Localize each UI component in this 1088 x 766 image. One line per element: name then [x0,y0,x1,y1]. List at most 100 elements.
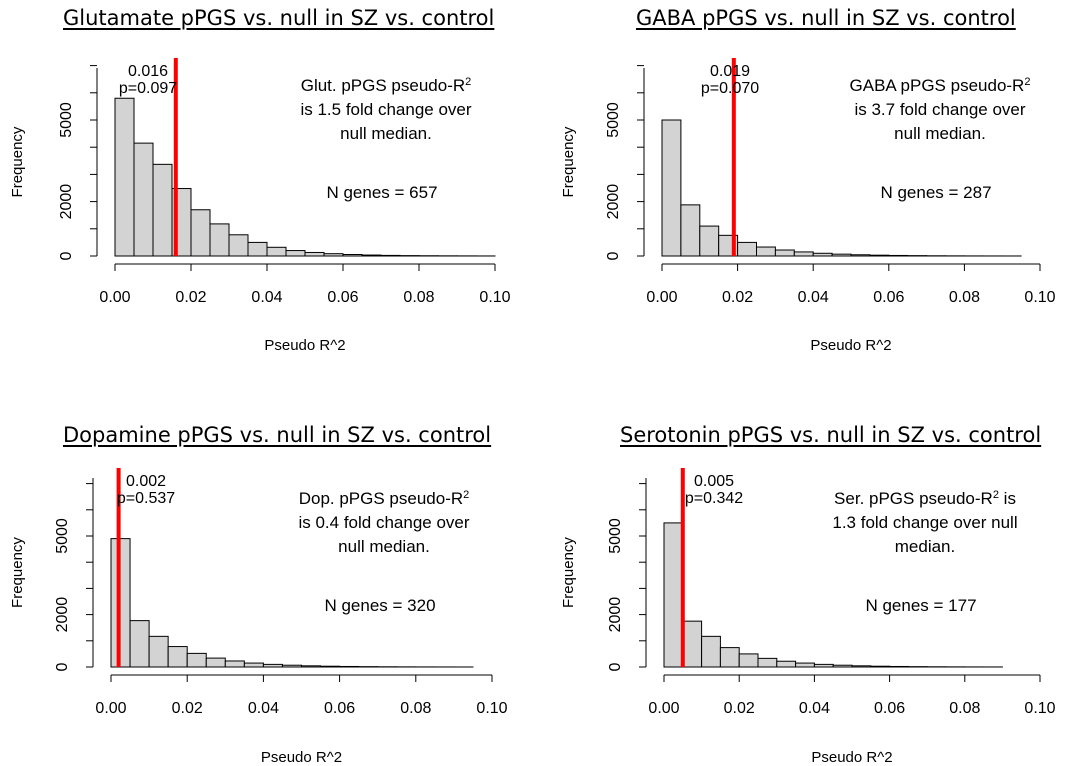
x-tick-label: 0.00 [646,289,677,306]
histogram-bar [889,665,909,668]
x-tick-label: 0.02 [724,700,755,717]
y-tick-label: 2000 [58,184,75,220]
histogram-bar [680,204,701,257]
x-tick-label: 0.10 [1024,700,1055,717]
y-tick-label: 2000 [607,597,624,633]
x-tick-label: 0.10 [1024,289,1055,306]
histogram-bar [380,254,401,257]
annotation-line-1: Glut. pPGS pseudo-R2 [301,76,472,95]
histogram-bar [133,142,154,257]
histogram-bar [776,660,797,668]
x-tick-label: 0.00 [648,700,679,717]
histogram-bar [262,663,283,668]
x-tick-label: 0.08 [949,700,980,717]
x-tick-label: 0.04 [798,289,829,306]
histogram-bar [301,665,322,668]
observed-value-label: 0.019 [710,63,750,80]
histogram-bar [813,663,834,668]
n-genes-label: N genes = 287 [880,183,991,202]
y-axis-label: Frequency [560,537,577,608]
histogram-bar [190,209,211,257]
y-tick-label: 0 [58,251,75,260]
observed-value-label: 0.005 [694,473,734,490]
histogram-bar [342,254,363,257]
histogram-bar [719,647,740,668]
annotation-line-3: null median. [894,124,986,143]
histogram-bar [209,223,230,257]
x-tick-label: 0.06 [873,289,904,306]
x-tick-label: 0.10 [476,700,507,717]
y-tick-label: 2000 [605,184,622,220]
annotation-line-3: null median. [338,537,430,556]
p-value-label: p=0.070 [701,80,759,97]
histogram-bar [812,252,833,257]
y-tick-label: 5000 [54,518,71,554]
y-tick-label: 0 [607,662,624,671]
histogram-bar [757,657,778,668]
y-tick-label: 5000 [605,102,622,138]
p-value-label: p=0.097 [119,80,177,97]
x-tick-label: 0.02 [172,700,203,717]
histogram-bar [167,646,188,668]
histogram-bar [682,620,703,668]
x-tick-label: 0.02 [722,289,753,306]
histogram-bar [738,653,759,668]
histogram-bar [323,253,344,257]
annotation-line-2: is 1.5 fold change over [300,100,471,119]
histogram-bar [129,620,150,668]
p-value-label: p=0.537 [117,490,175,507]
histogram-bar [281,664,303,668]
n-genes-label: N genes = 177 [865,596,976,615]
y-tick-label: 5000 [58,102,75,138]
y-tick-label: 0 [54,662,71,671]
y-axis-label: Frequency [9,537,26,608]
panel-title-dopamine: Dopamine pPGS vs. null in SZ vs. control [63,423,492,447]
histogram-bar [793,251,814,257]
x-axis-label: Pseudo R^2 [811,749,892,766]
histogram-bar [850,254,871,257]
histogram-bar [148,635,169,668]
histogram-bar [869,254,890,257]
y-tick-label: 2000 [54,597,71,633]
n-genes-label: N genes = 657 [326,183,437,202]
x-tick-label: 0.00 [95,700,126,717]
histogram-bar [774,249,795,257]
histogram-bar [205,657,226,668]
histogram-bar [320,665,341,668]
x-tick-label: 0.04 [248,700,279,717]
panel-title-gaba: GABA pPGS vs. null in SZ vs. control [636,6,1016,30]
histogram-bar [247,241,268,257]
histogram-3: 0.00 0.02 0.04 0.06 0.08 0.10 Pseudo R^2 0 2000 5… [9,468,508,766]
histogram-bar [831,253,852,257]
y-axis-label: Frequency [9,126,26,197]
histogram-bar [361,254,382,257]
histogram-bar [114,97,135,257]
histogram-bar [832,664,853,668]
histogram-bar [870,665,891,668]
histogram-bar [663,522,684,668]
x-tick-label: 0.10 [479,289,510,306]
histogram-bar [737,241,757,257]
histogram-bar [851,665,872,668]
histogram-bar [661,119,682,257]
histogram-bar [701,635,721,668]
histogram-bar [339,665,360,668]
x-tick-label: 0.06 [324,700,355,717]
histogram-bar [228,234,249,257]
n-genes-label: N genes = 320 [324,596,435,615]
x-tick-label: 0.08 [949,289,980,306]
histogram-1: 0.00 0.02 0.04 0.06 0.08 0.10 Pseudo R^2 0 2000 5… [9,58,511,354]
x-axis-label: Pseudo R^2 [264,337,345,354]
histogram-bar [186,652,207,668]
observed-value-label: 0.002 [126,473,166,490]
x-tick-label: 0.04 [799,700,830,717]
x-tick-label: 0.06 [327,289,358,306]
x-tick-label: 0.00 [99,289,130,306]
panel-title-serotonin: Serotonin pPGS vs. null in SZ vs. contro… [620,423,1042,447]
histogram-bar [152,163,173,257]
histogram-bar [756,246,776,257]
histogram-bar [266,246,287,257]
annotation-line-2: is 0.4 fold change over [298,513,469,532]
histogram-bar [795,662,815,668]
